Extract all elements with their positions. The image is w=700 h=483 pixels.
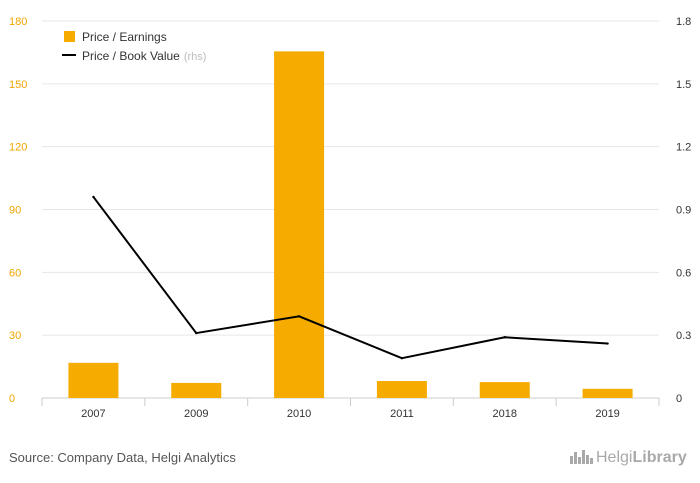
brand-name-regular: Helgi (596, 449, 633, 466)
y-left-tick-label: 150 (9, 79, 27, 91)
line-series (92, 195, 609, 360)
bar (68, 362, 119, 398)
x-tick-label: 2018 (493, 408, 517, 420)
bar (582, 388, 633, 398)
line-point (92, 195, 95, 199)
line-series-path (92, 196, 608, 360)
y-left-tick-label: 0 (9, 393, 15, 405)
city-skyline-icon (570, 450, 593, 464)
bar (376, 381, 427, 398)
source-note: Source: Company Data, Helgi Analytics (9, 450, 236, 465)
brand-logo: HelgiLibrary (570, 448, 687, 467)
y-left-tick-label: 30 (9, 330, 21, 342)
y-right-tick-label: 0.3 (676, 330, 691, 342)
y-right-tick-label: 0.6 (676, 267, 691, 279)
legend-label-pe: Price / Earnings (82, 30, 167, 44)
legend-label-pbv-group: Price / Book Value (rhs) (82, 49, 206, 63)
x-tick-label: 2009 (184, 408, 208, 420)
y-right-tick-label: 1.2 (676, 142, 691, 154)
x-tick-label: 2010 (287, 408, 311, 420)
x-tick-label: 2019 (595, 408, 619, 420)
y-left-tick-label: 120 (9, 142, 27, 154)
brand-name-bold: Library (632, 449, 687, 466)
y-right-tick-label: 1.8 (676, 16, 691, 28)
legend: Price / Earnings Price / Book Value (rhs) (62, 30, 206, 63)
bar (274, 51, 325, 398)
tick-labels: 0 30 60 90 120 150 180 0 0.3 0.6 0.9 1.2 1.5 1.8 2007 2… (9, 16, 691, 420)
line-point (606, 342, 609, 345)
line-point (503, 336, 506, 339)
legend-label-pbv-suffix: (rhs) (184, 51, 207, 63)
y-right-tick-label: 0 (676, 393, 682, 405)
y-left-tick-label: 180 (9, 16, 27, 28)
legend-label-pbv: Price / Book Value (82, 49, 180, 63)
legend-swatch-bar (64, 31, 75, 42)
x-tick-label: 2007 (81, 408, 105, 420)
line-point (400, 357, 404, 360)
line-point (195, 331, 198, 335)
y-right-tick-label: 0.9 (676, 205, 691, 217)
x-tick-label: 2011 (390, 408, 414, 420)
y-left-tick-label: 90 (9, 205, 21, 217)
gridlines (41, 20, 660, 406)
y-right-tick-label: 1.5 (676, 79, 691, 91)
y-left-tick-label: 60 (9, 267, 21, 279)
bar (479, 382, 530, 398)
bars (68, 51, 633, 398)
line-point (297, 315, 301, 318)
bar (171, 382, 222, 398)
